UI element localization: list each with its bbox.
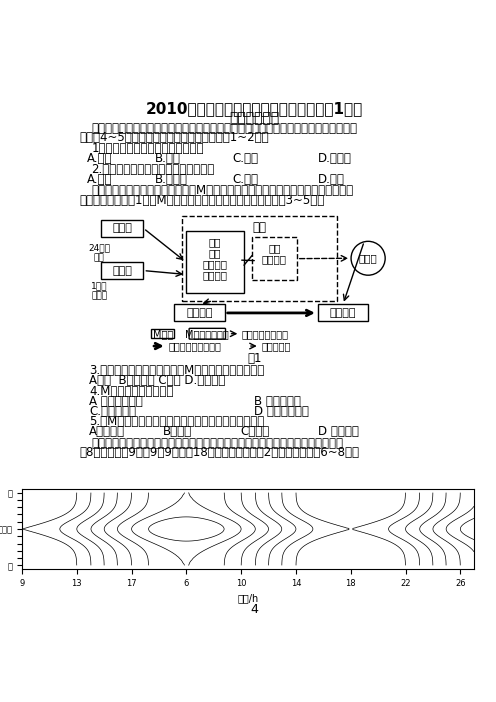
Text: C.代理销售商: C.代理销售商 [89, 404, 136, 418]
Text: A.耐湿: A.耐湿 [87, 152, 112, 165]
Text: M公司的供应商: M公司的供应商 [185, 329, 229, 339]
Text: D.淡水: D.淡水 [318, 173, 345, 186]
X-axis label: 时间/h: 时间/h [238, 593, 258, 603]
Text: 网站: 网站 [268, 244, 281, 253]
FancyBboxPatch shape [182, 216, 337, 300]
FancyBboxPatch shape [189, 329, 226, 339]
Text: B面料厂: B面料厂 [163, 425, 192, 438]
Text: 面料库: 面料库 [112, 265, 132, 276]
FancyBboxPatch shape [101, 262, 143, 279]
Text: C.耐盐: C.耐盐 [233, 152, 258, 165]
Text: 图2: 图2 [247, 531, 261, 545]
Circle shape [351, 241, 385, 275]
Text: 图1: 图1 [247, 352, 261, 365]
Text: A设计  B提供面料 C加工 D.送货上门: A设计 B提供面料 C加工 D.送货上门 [89, 373, 225, 387]
Text: 呼叫中心: 呼叫中心 [262, 254, 287, 265]
Text: 1．改造滩涂所种植的适应性植物应: 1．改造滩涂所种植的适应性植物应 [91, 142, 204, 155]
Text: 北京的王女士登录总部位于上海的M公司（服装公司）网站，订购了两件衬衣，两天: 北京的王女士登录总部位于上海的M公司（服装公司）网站，订购了两件衬衣，两天 [91, 185, 354, 197]
Text: A配送仓库: A配送仓库 [89, 425, 125, 438]
Text: A 大型服装超市: A 大型服装超市 [89, 395, 143, 408]
Text: 总部: 总部 [252, 221, 267, 234]
Text: D.抗倒伏: D.抗倒伏 [318, 152, 352, 165]
Text: 物流公司完成的物流: 物流公司完成的物流 [168, 341, 221, 351]
Text: A.花费: A.花费 [87, 173, 112, 186]
Text: 后在家受到货。图1示意M公司的企业组织、经营网络。据此完成3~5题。: 后在家受到货。图1示意M公司的企业组织、经营网络。据此完成3~5题。 [79, 194, 324, 206]
FancyBboxPatch shape [318, 305, 368, 322]
Text: 配送仓库: 配送仓库 [330, 308, 356, 318]
Text: 6.图示的最大温差可能是: 6.图示的最大温差可能是 [79, 543, 160, 555]
FancyBboxPatch shape [252, 237, 297, 280]
Text: 4.M公司的产品销售依靠: 4.M公司的产品销售依靠 [89, 385, 174, 397]
FancyBboxPatch shape [186, 232, 244, 293]
Text: D 信息交流平台: D 信息交流平台 [254, 404, 309, 418]
FancyBboxPatch shape [175, 305, 225, 322]
FancyBboxPatch shape [101, 220, 143, 237]
Text: 24小时
运送: 24小时 运送 [88, 243, 110, 263]
Text: 自某城市市中心向南、向北分别设若干站点，监测城市气温的时空分布。监测时间: 自某城市市中心向南、向北分别设若干站点，监测城市气温的时空分布。监测时间 [91, 437, 343, 450]
Text: 仓储中心: 仓储中心 [186, 308, 213, 318]
Text: 3.王女士此次购买的衬衣，在M公司员工完成的环节是: 3.王女士此次购买的衬衣，在M公司员工完成的环节是 [89, 364, 264, 377]
Text: 4: 4 [250, 602, 258, 616]
FancyBboxPatch shape [151, 329, 175, 338]
Text: （地理部分）: （地理部分） [229, 111, 279, 125]
Text: 1小时
内送达: 1小时 内送达 [91, 282, 108, 300]
Text: 2010年高校招生全国统一考试文综（全国1卷）: 2010年高校招生全国统一考试文综（全国1卷） [145, 101, 363, 116]
Text: 设计: 设计 [209, 237, 221, 248]
Text: 消费者: 消费者 [359, 253, 377, 263]
Text: 江苏北部沿海滩涂围垦，需要经过筑堤、挖渠等工程措施和种植适应性植物等生物措施: 江苏北部沿海滩涂围垦，需要经过筑堤、挖渠等工程措施和种植适应性植物等生物措施 [91, 122, 358, 135]
Text: 2.若缩短滩涂改造时间，需投入更多的: 2.若缩短滩涂改造时间，需投入更多的 [91, 163, 215, 176]
Text: B 服装专卖店: B 服装专卖店 [254, 395, 301, 408]
Text: 5.在M公司的组织、经营网络中，区位选择最灵活的是: 5.在M公司的组织、经营网络中，区位选择最灵活的是 [89, 416, 264, 428]
Text: M公司: M公司 [153, 329, 173, 339]
Text: 为8日（多云）9时到9日9（晴）18时。监测结果如图2所示。据此完成6~8题。: 为8日（多云）9时到9日9（晴）18时。监测结果如图2所示。据此完成6~8题。 [79, 446, 359, 459]
Text: B.农家肥: B.农家肥 [155, 173, 188, 186]
Text: 原料厂: 原料厂 [112, 223, 132, 233]
Text: 实时信息流: 实时信息流 [261, 341, 291, 351]
Text: C.农药: C.农药 [233, 173, 258, 186]
Text: 采购: 采购 [209, 249, 221, 258]
Text: 市场销售: 市场销售 [202, 259, 228, 269]
Text: B.耐旱: B.耐旱 [155, 152, 181, 165]
Text: 改造，4~5年后才能种植粮食作物。据此完成1~2题。: 改造，4~5年后才能种植粮食作物。据此完成1~2题。 [79, 131, 269, 144]
Text: C制衣厂: C制衣厂 [240, 425, 269, 438]
Text: D 仓储中心: D 仓储中心 [318, 425, 359, 438]
Text: 供应商完成的物流: 供应商完成的物流 [242, 329, 289, 339]
Text: 库存管理: 库存管理 [202, 270, 228, 280]
